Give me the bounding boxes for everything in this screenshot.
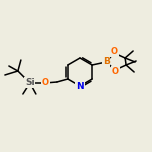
Text: B: B bbox=[103, 57, 110, 66]
Text: O: O bbox=[42, 78, 49, 87]
Text: N: N bbox=[76, 82, 84, 91]
Text: O: O bbox=[112, 67, 119, 76]
Text: O: O bbox=[111, 47, 118, 57]
Text: Si: Si bbox=[25, 78, 35, 87]
